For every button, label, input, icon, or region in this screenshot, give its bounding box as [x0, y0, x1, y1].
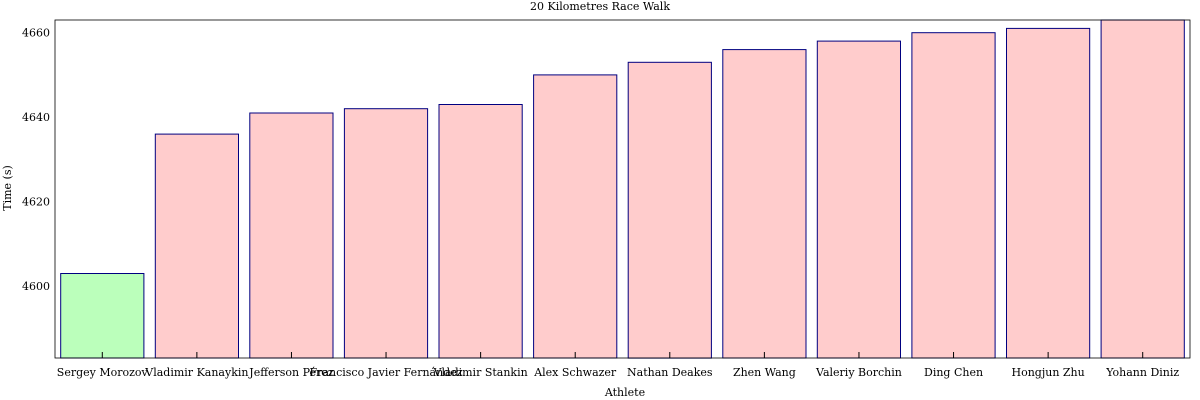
bar — [533, 74, 618, 359]
bar — [627, 61, 712, 359]
x-tick-label: Zhen Wang — [733, 366, 796, 379]
y-tick-label: 4620 — [22, 196, 50, 209]
x-tick-label: Ding Chen — [924, 366, 983, 379]
plot-frame — [54, 19, 1191, 359]
x-tick-label: Alex Schwazer — [533, 366, 617, 379]
bar — [60, 273, 145, 359]
x-tick-label: Nathan Deakes — [627, 366, 713, 379]
bar — [154, 133, 239, 359]
bar — [249, 112, 334, 359]
x-axis-label: Athlete — [604, 386, 645, 399]
x-tick-label: Valeriy Borchin — [815, 366, 902, 379]
bars-group — [60, 19, 1185, 359]
bar — [438, 104, 523, 359]
y-axis-label: Time (s) — [1, 165, 14, 211]
x-tick-label: Yohann Diniz — [1105, 366, 1179, 379]
bar — [816, 40, 901, 359]
bar — [911, 32, 996, 359]
x-tick-label: Francisco Javier Fernández — [310, 366, 463, 379]
y-tick-label: 4640 — [22, 111, 50, 124]
bar — [343, 108, 429, 359]
x-tick-label: Hongjun Zhu — [1012, 366, 1085, 379]
x-tick-label: Jefferson Pérez — [248, 366, 334, 379]
bar — [1006, 27, 1091, 359]
x-tick-label: Sergey Morozov — [57, 366, 149, 379]
bar — [1100, 19, 1185, 359]
y-tick-label: 4600 — [22, 280, 50, 293]
chart-title: 20 Kilometres Race Walk — [530, 0, 670, 13]
y-axis-ticks: 4600 4620 4640 4660 — [22, 27, 50, 293]
y-tick-label: 4660 — [22, 27, 50, 40]
x-tick-label: Vladimir Stankin — [433, 366, 528, 379]
bar — [722, 49, 807, 359]
x-tick-label: Vladimir Kanaykin — [144, 366, 248, 379]
